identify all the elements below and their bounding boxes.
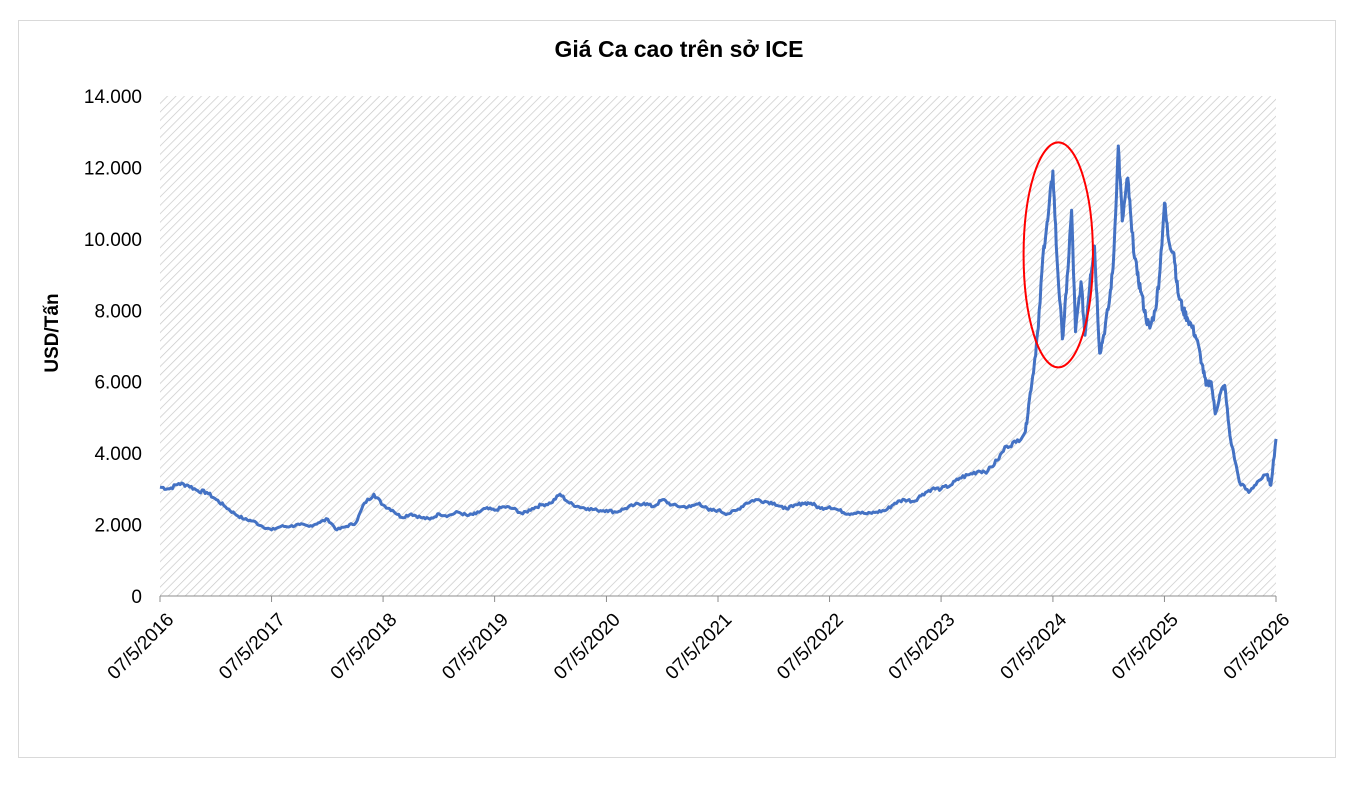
y-tick-label: 14.000 — [84, 87, 142, 108]
x-tick-label: 07/5/2026 — [1220, 609, 1295, 684]
x-tick-label: 07/5/2019 — [438, 609, 513, 684]
y-tick-label: 4.000 — [94, 444, 142, 465]
highlight-ellipse — [1022, 141, 1094, 369]
plot-area — [160, 96, 1276, 596]
x-tick-label: 07/5/2025 — [1108, 609, 1183, 684]
x-tick-label: 07/5/2016 — [104, 609, 179, 684]
x-tick-label: 07/5/2022 — [773, 609, 848, 684]
y-axis: 0 2.000 4.000 6.000 8.000 10.000 12.000 14.000 — [84, 87, 142, 608]
y-tick-label: 8.000 — [94, 301, 142, 322]
x-tick-label: 07/5/2020 — [550, 609, 625, 684]
x-tick-label: 07/5/2017 — [215, 609, 290, 684]
y-tick-label: 12.000 — [84, 158, 142, 179]
y-axis-title: USD/Tấn — [42, 293, 63, 372]
x-tick-label: 07/5/2024 — [997, 609, 1072, 684]
y-tick-label: 0 — [131, 587, 142, 608]
cocoa-price-line — [159, 144, 1278, 532]
x-tick-label: 07/5/2021 — [662, 609, 737, 684]
x-axis: 07/5/2016 07/5/2017 07/5/2018 07/5/2019 07/5… — [104, 595, 1295, 684]
chart-title: Giá Ca cao trên sở ICE — [554, 36, 804, 62]
x-tick-label: 07/5/2018 — [327, 609, 402, 684]
y-tick-label: 10.000 — [84, 230, 142, 251]
y-tick-label: 6.000 — [94, 373, 142, 394]
y-tick-label: 2.000 — [94, 516, 142, 537]
x-tick-label: 07/5/2023 — [885, 609, 960, 684]
